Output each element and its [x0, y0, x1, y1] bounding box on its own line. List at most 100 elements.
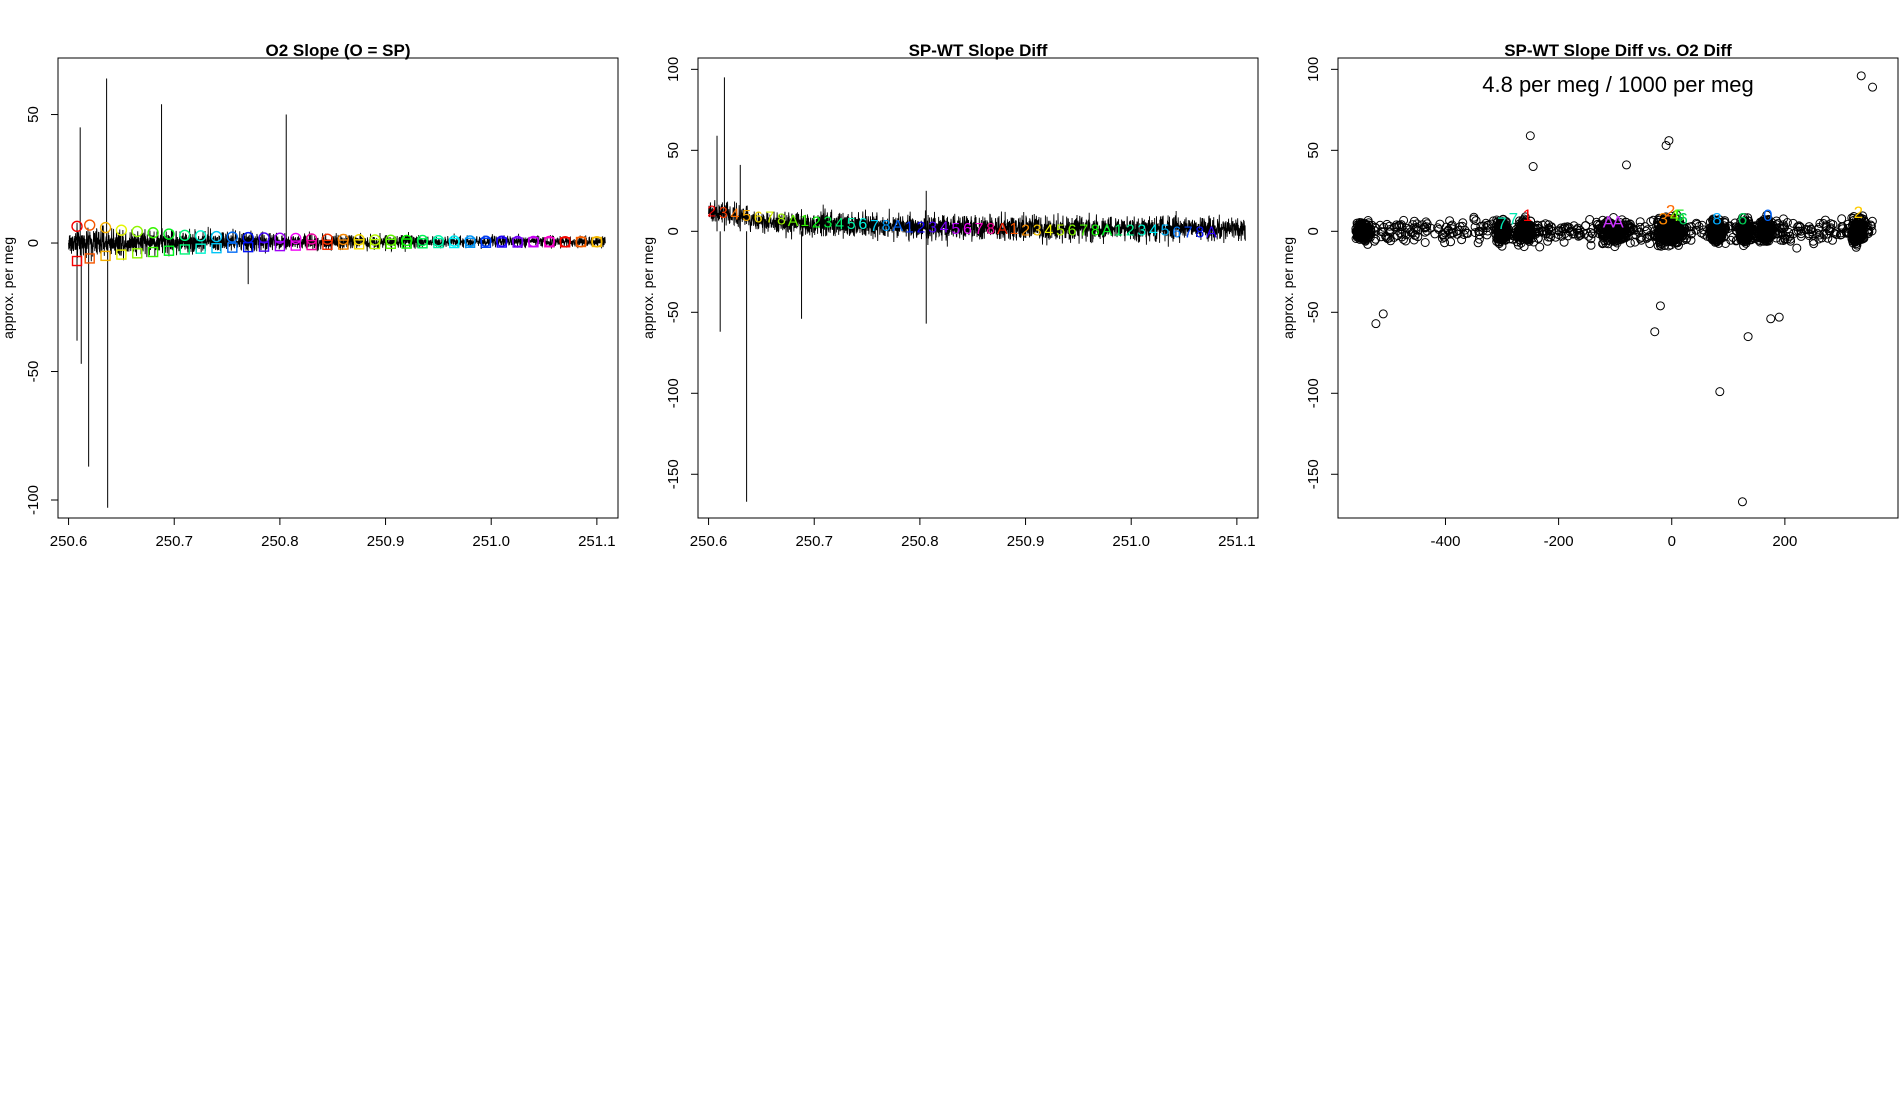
- cluster-label: 6: [1678, 209, 1687, 228]
- panel-sp-wt-slope-diff: SP-WT Slope Diff approx. per meg 250.6 250.…: [640, 41, 1259, 550]
- scatter-point: [1732, 235, 1742, 245]
- cycle-label: 6: [1172, 224, 1181, 241]
- scatter-outlier: [1856, 71, 1866, 81]
- y-tick-label: -50: [1305, 301, 1322, 323]
- scatter-point: [1375, 220, 1385, 230]
- scatter-point: [1707, 231, 1717, 241]
- cycle-label: 1: [1114, 223, 1123, 240]
- sp-mean-marker: [71, 220, 83, 233]
- y-tick-label: 100: [1305, 57, 1322, 82]
- x-tick-label: 250.8: [901, 533, 939, 550]
- wt-mean-marker: [84, 253, 95, 264]
- y-tick-label: -100: [25, 485, 42, 515]
- sp-mean-marker: [147, 227, 159, 239]
- scatter-point: [1777, 227, 1787, 237]
- cycle-label: 3: [719, 205, 728, 222]
- scatter-point: [1508, 234, 1517, 244]
- wt-mean-marker: [480, 237, 492, 248]
- scatter-point: [1658, 228, 1668, 238]
- wt-mean-marker: [575, 236, 587, 248]
- scatter-point: [1492, 233, 1502, 243]
- cycle-label: 7: [765, 210, 774, 227]
- cycle-label: A: [788, 213, 799, 230]
- wt-mean-marker: [449, 237, 460, 249]
- scatter-point: [1603, 216, 1613, 226]
- scatter-point: [1784, 227, 1793, 237]
- plot-frame: [697, 57, 1259, 519]
- scatter-point: [1854, 234, 1863, 244]
- scatter-point: [1499, 219, 1509, 229]
- scatter-point: [1574, 228, 1584, 238]
- scatter-point: [1520, 212, 1530, 222]
- scatter-point: [1597, 223, 1607, 233]
- scatter-outlier: [1655, 301, 1665, 311]
- cluster-label: 6: [1738, 209, 1747, 228]
- scatter-point: [1393, 231, 1403, 241]
- scatter-point: [1505, 234, 1515, 244]
- scatter-point: [1652, 222, 1662, 232]
- scatter-point: [1775, 223, 1785, 233]
- y-tick-label: -50: [665, 301, 682, 323]
- scatter-point: [1385, 225, 1395, 234]
- x-tick-label: 250.9: [1007, 533, 1045, 550]
- scatter-point: [1866, 221, 1876, 231]
- scatter-point: [1603, 225, 1612, 235]
- cycle-label: 4: [1044, 223, 1053, 240]
- cycle-label: 2: [916, 219, 925, 236]
- cycle-label: 8: [986, 221, 995, 238]
- sp-mean-marker: [163, 228, 175, 240]
- scatter-point: [1392, 220, 1401, 230]
- scatter-point: [1458, 218, 1468, 228]
- scatter-point: [1440, 228, 1450, 238]
- scatter-point: [1413, 232, 1423, 242]
- scatter-point: [1659, 215, 1668, 225]
- wt-mean-marker: [242, 241, 254, 253]
- wt-mean-marker: [258, 241, 270, 252]
- cycle-label: 6: [858, 216, 867, 233]
- scatter-point: [1469, 214, 1479, 224]
- scatter-point: [1514, 240, 1523, 250]
- x-tick-label: 250.9: [367, 533, 405, 550]
- scatter-point: [1501, 217, 1511, 226]
- cycle-label: A: [1206, 224, 1217, 241]
- sp-mean-marker: [305, 233, 318, 245]
- x-tick-label: 0: [1668, 533, 1676, 550]
- wt-mean-marker: [274, 240, 286, 252]
- scatter-outlier: [1868, 82, 1878, 92]
- scatter-outlier: [1664, 136, 1674, 146]
- scatter-point: [1568, 229, 1578, 239]
- scatter-point: [1439, 232, 1449, 242]
- x-tick-label: -200: [1544, 533, 1574, 550]
- cluster-label: 7: [1497, 214, 1506, 233]
- y-tick-label: 100: [665, 57, 682, 82]
- scatter-point: [1554, 230, 1564, 240]
- scatter-point: [1524, 234, 1534, 244]
- cluster-label: 1: [1523, 206, 1532, 225]
- y-tick-label: 50: [25, 106, 42, 123]
- scatter-point: [1560, 222, 1570, 232]
- cycle-label: A: [1102, 223, 1113, 240]
- cycle-label: 6: [1068, 223, 1077, 240]
- cluster-label: A: [1612, 213, 1624, 232]
- scatter-point: [1503, 229, 1513, 239]
- scatter-outlier: [1371, 319, 1381, 329]
- scatter-point: [1723, 224, 1733, 234]
- scatter-outlier: [1621, 160, 1631, 170]
- cluster-label: 4: [1670, 206, 1679, 225]
- cycle-label: A: [892, 218, 903, 235]
- scatter-point: [1397, 229, 1407, 239]
- scatter-point: [1656, 237, 1666, 247]
- scatter-point: [1355, 234, 1365, 244]
- scatter-point: [1351, 234, 1361, 243]
- scatter-point: [1623, 220, 1633, 230]
- wt-mean-marker: [528, 237, 539, 248]
- cluster-label: 0: [1763, 206, 1772, 225]
- scatter-point: [1637, 232, 1647, 242]
- scatter-point: [1792, 243, 1802, 253]
- y-axis-label: approx. per meg: [0, 237, 16, 339]
- wt-mean-marker: [322, 239, 333, 251]
- x-tick-label: 250.6: [50, 533, 88, 550]
- wt-mean-marker: [132, 248, 143, 259]
- x-tick-label: 251.0: [472, 533, 510, 550]
- y-axis-label: approx. per meg: [640, 237, 656, 339]
